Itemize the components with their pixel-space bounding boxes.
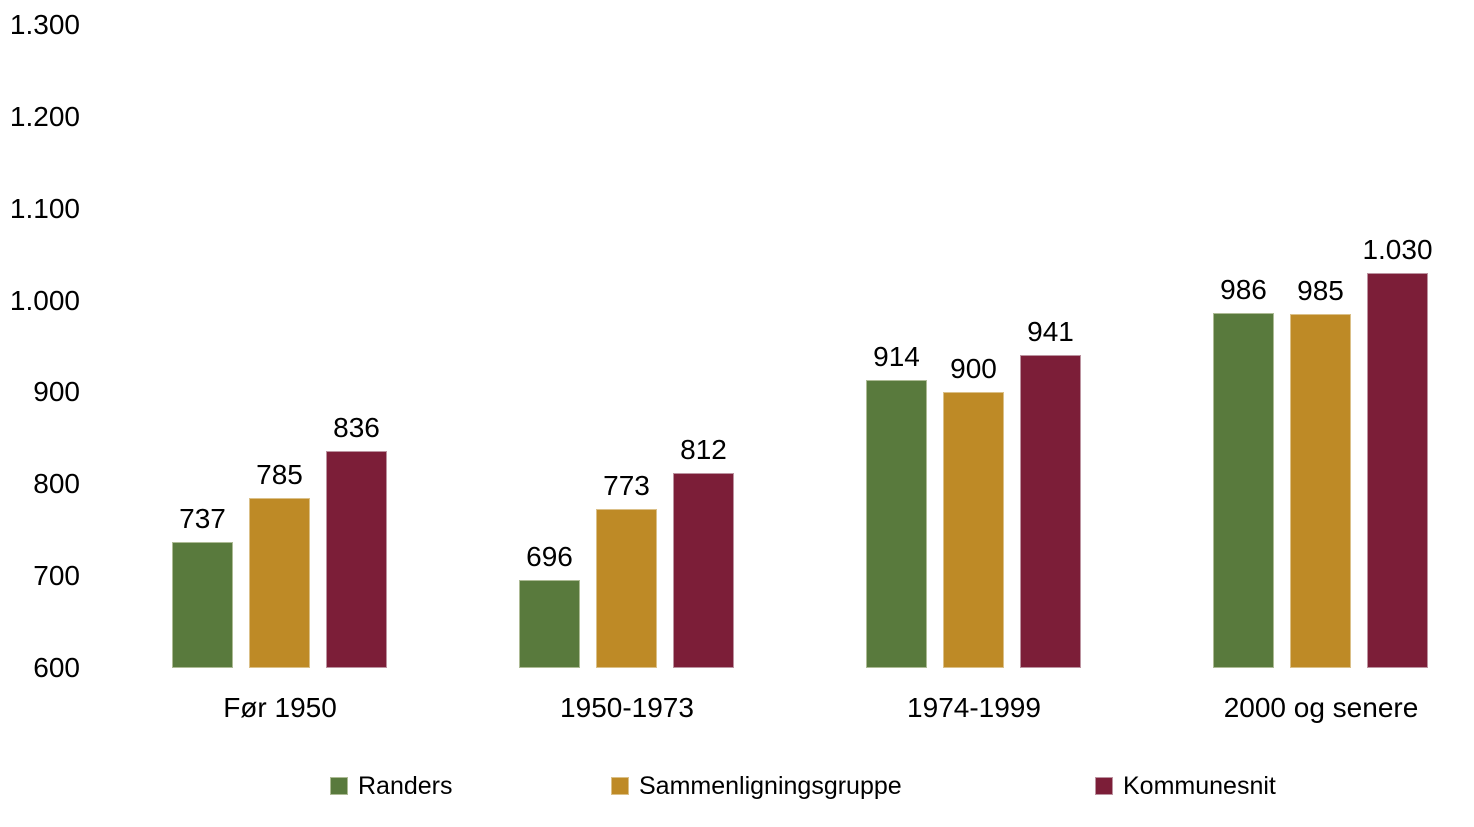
bar-value-label: 986 — [1220, 274, 1267, 305]
bar-sammenligningsgruppe-group-2 — [596, 509, 657, 668]
x-axis-category-label: 1950-1973 — [560, 692, 694, 723]
bar-value-label: 785 — [256, 459, 303, 490]
bar-randers-group-3 — [866, 380, 927, 668]
bar-value-label: 773 — [603, 470, 650, 501]
bar-sammenligningsgruppe-group-3 — [943, 392, 1004, 668]
bar-kommunesnit-group-3 — [1020, 355, 1081, 668]
bar-sammenligningsgruppe-group-1 — [249, 498, 310, 668]
legend-label: Randers — [358, 772, 453, 800]
y-axis-tick-label: 1.300 — [9, 9, 80, 40]
x-axis-category-label: Før 1950 — [223, 692, 337, 723]
bar-value-label: 812 — [680, 434, 727, 465]
bar-kommunesnit-group-1 — [326, 451, 387, 668]
bar-value-label: 985 — [1297, 275, 1344, 306]
y-axis-tick-label: 1.100 — [9, 193, 80, 224]
x-axis-category-label: 2000 og senere — [1223, 692, 1419, 723]
bar-randers-group-4 — [1213, 313, 1274, 668]
bar-randers-group-1 — [172, 542, 233, 668]
bar-randers-group-2 — [519, 580, 580, 668]
legend-swatch-randers — [330, 777, 348, 795]
bar-value-label: 1.030 — [1362, 234, 1433, 265]
legend-swatch-kommunesnit — [1095, 777, 1113, 795]
y-axis-tick-label: 1.000 — [9, 285, 80, 316]
bar-value-label: 941 — [1027, 316, 1074, 347]
legend-label: Sammenligningsgruppe — [639, 772, 902, 800]
legend-item-randers: Randers — [330, 770, 453, 802]
x-axis-category-label: 1974-1999 — [907, 692, 1041, 723]
y-axis-tick-label: 700 — [33, 560, 80, 591]
bar-value-label: 836 — [333, 412, 380, 443]
legend-item-sammenligningsgruppe: Sammenligningsgruppe — [611, 770, 902, 802]
y-axis-tick-label: 1.200 — [9, 101, 80, 132]
bar-value-label: 696 — [526, 541, 573, 572]
bar-kommunesnit-group-2 — [673, 473, 734, 668]
bar-value-label: 914 — [873, 341, 920, 372]
bar-sammenligningsgruppe-group-4 — [1290, 314, 1351, 668]
y-axis: 600 700 800 900 1.000 1.100 1.200 1.300 — [0, 0, 80, 827]
legend-label: Kommunesnit — [1123, 772, 1276, 800]
legend-swatch-sammenligningsgruppe — [611, 777, 629, 795]
y-axis-tick-label: 900 — [33, 376, 80, 407]
y-axis-tick-label: 600 — [33, 652, 80, 683]
bar-kommunesnit-group-4 — [1367, 273, 1428, 668]
legend: Randers Sammenligningsgruppe Kommunesnit — [0, 770, 1474, 804]
legend-item-kommunesnit: Kommunesnit — [1095, 770, 1276, 802]
bar-value-label: 737 — [179, 503, 226, 534]
bar-value-label: 900 — [950, 353, 997, 384]
y-axis-tick-label: 800 — [33, 468, 80, 499]
